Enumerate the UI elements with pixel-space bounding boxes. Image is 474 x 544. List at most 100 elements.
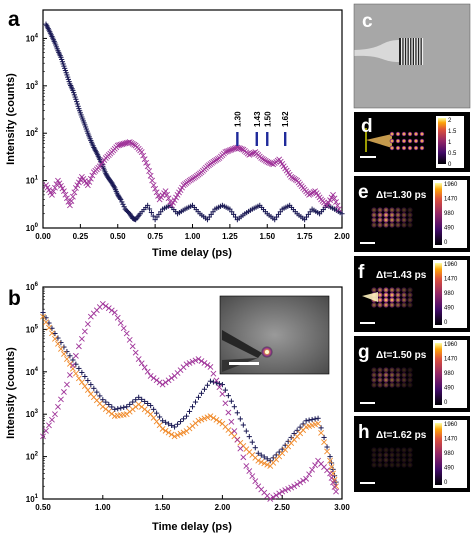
data-point-cross-s2 — [249, 473, 256, 480]
colorbar-f-tick: 1960 — [444, 262, 458, 268]
data-point-plus-s0 — [157, 414, 163, 420]
panel-h-image: h Δt=1.62 ps 1960 1470 980 490 0 — [354, 416, 470, 492]
y-tick-label: 106 — [26, 282, 39, 292]
data-point-plus-s0 — [275, 211, 282, 217]
data-point-cross-s2 — [189, 358, 196, 365]
x-tick-label: 0.50 — [110, 232, 126, 241]
data-point-cross-s2 — [330, 479, 336, 486]
colorbar-e-tick: 1960 — [444, 182, 458, 188]
data-point-plus-s0 — [315, 415, 321, 421]
data-point-cross-s1 — [173, 194, 179, 201]
data-point-cross-s2 — [108, 307, 115, 314]
data-point-plus-s0 — [180, 416, 187, 422]
data-point-plus-s0 — [152, 217, 158, 223]
data-point-cross-s2 — [84, 321, 91, 327]
colorbar-d — [438, 118, 446, 164]
y-tick-label: 100 — [26, 223, 39, 233]
data-point-cross-s2 — [333, 488, 339, 495]
colorbar-f-tick: 980 — [444, 291, 455, 297]
data-marks-b — [40, 300, 339, 502]
data-point-cross-s2 — [288, 484, 295, 491]
data-point-plus-s0 — [124, 208, 131, 215]
image-column: c d 2 1.5 1 0.5 0 e Δt=1.30 ps 1960 1470 980 490 0… — [353, 3, 471, 492]
data-point-cross-s1 — [52, 184, 58, 191]
data-point-plus-s0 — [146, 206, 153, 212]
data-point-cross-s2 — [219, 391, 226, 397]
data-point-plus-s0 — [145, 202, 151, 208]
data-point-plus-s0 — [171, 424, 178, 430]
data-point-cross-s2 — [49, 416, 55, 423]
data-point-cross-s1 — [216, 418, 223, 425]
data-point-cross-s2 — [328, 475, 335, 481]
data-point-cross-s1 — [159, 425, 166, 432]
data-point-cross-s2 — [165, 377, 172, 384]
data-point-cross-s1 — [89, 172, 96, 179]
y-tick-exponent: 3 — [35, 81, 39, 87]
data-point-cross-s1 — [249, 150, 256, 157]
data-point-plus-s0 — [142, 398, 148, 405]
data-point-cross-s2 — [183, 361, 190, 368]
x-tick-label: 1.50 — [155, 503, 171, 512]
data-point-plus-s0 — [258, 452, 264, 458]
data-point-plus-s0 — [165, 421, 172, 427]
data-point-plus-s0 — [246, 434, 252, 440]
data-point-plus-s0 — [273, 214, 280, 220]
data-point-plus-s0 — [74, 99, 80, 105]
data-point-plus-s0 — [148, 209, 154, 216]
data-point-cross-s1 — [168, 202, 175, 209]
data-point-cross-s2 — [81, 328, 88, 335]
colorbar-e-tick: 980 — [444, 211, 455, 217]
data-point-plus-s0 — [136, 394, 142, 400]
data-point-plus-s0 — [117, 195, 123, 201]
y-tick-label: 104 — [26, 33, 39, 43]
colorbar-e-tick: 1470 — [444, 197, 458, 203]
data-point-cross-s1 — [153, 418, 160, 425]
data-point-plus-s0 — [216, 381, 223, 387]
panel-label-h: h — [358, 422, 370, 443]
data-point-cross-s1 — [59, 185, 66, 192]
data-point-cross-s1 — [226, 147, 233, 154]
data-point-plus-s0 — [154, 410, 160, 416]
data-point-plus-s0 — [240, 422, 246, 428]
colorbar-g-tick: 1470 — [444, 357, 458, 363]
data-point-cross-s1 — [105, 408, 112, 415]
data-point-plus-s0 — [97, 393, 103, 399]
data-point-plus-s0 — [231, 404, 237, 410]
data-point-cross-s1 — [46, 324, 52, 331]
data-point-cross-s1 — [72, 370, 79, 377]
data-point-cross-s1 — [72, 185, 79, 191]
colorbar-f-tick: 0 — [444, 320, 448, 326]
data-point-plus-s0 — [186, 408, 193, 415]
data-point-plus-s0 — [122, 206, 128, 212]
data-point-plus-s0 — [148, 402, 154, 409]
panel-label-f: f — [358, 262, 365, 283]
data-point-cross-s1 — [55, 340, 61, 347]
data-point-plus-s0 — [255, 450, 261, 456]
data-point-plus-s0 — [198, 390, 205, 396]
data-point-cross-s1 — [86, 179, 93, 185]
data-point-plus-s0 — [243, 428, 249, 434]
data-point-cross-s1 — [318, 429, 324, 436]
data-point-cross-s2 — [216, 384, 223, 391]
x-tick-label: 0.00 — [35, 232, 51, 241]
data-point-cross-s1 — [144, 163, 151, 170]
data-point-plus-s0 — [192, 399, 199, 405]
data-point-plus-s0 — [73, 96, 79, 102]
data-point-cross-s1 — [168, 431, 175, 438]
panel-h-title: Δt=1.62 ps — [376, 430, 427, 441]
data-point-plus-s0 — [145, 400, 151, 407]
data-point-plus-s0 — [309, 416, 315, 423]
data-point-plus-s0 — [76, 365, 82, 372]
data-point-cross-s1 — [50, 188, 57, 195]
data-point-cross-s1 — [162, 427, 169, 434]
y-tick-exponent: 5 — [35, 324, 39, 330]
data-point-plus-s0 — [75, 103, 81, 109]
colorbar-g-tick: 0 — [444, 400, 448, 406]
data-point-cross-s2 — [291, 483, 298, 490]
panel-label-c: c — [362, 11, 373, 32]
panel-c-micrograph: c — [353, 3, 471, 109]
data-point-plus-s0 — [133, 397, 139, 403]
data-point-cross-s1 — [223, 148, 230, 155]
data-point-plus-s0 — [321, 434, 327, 441]
